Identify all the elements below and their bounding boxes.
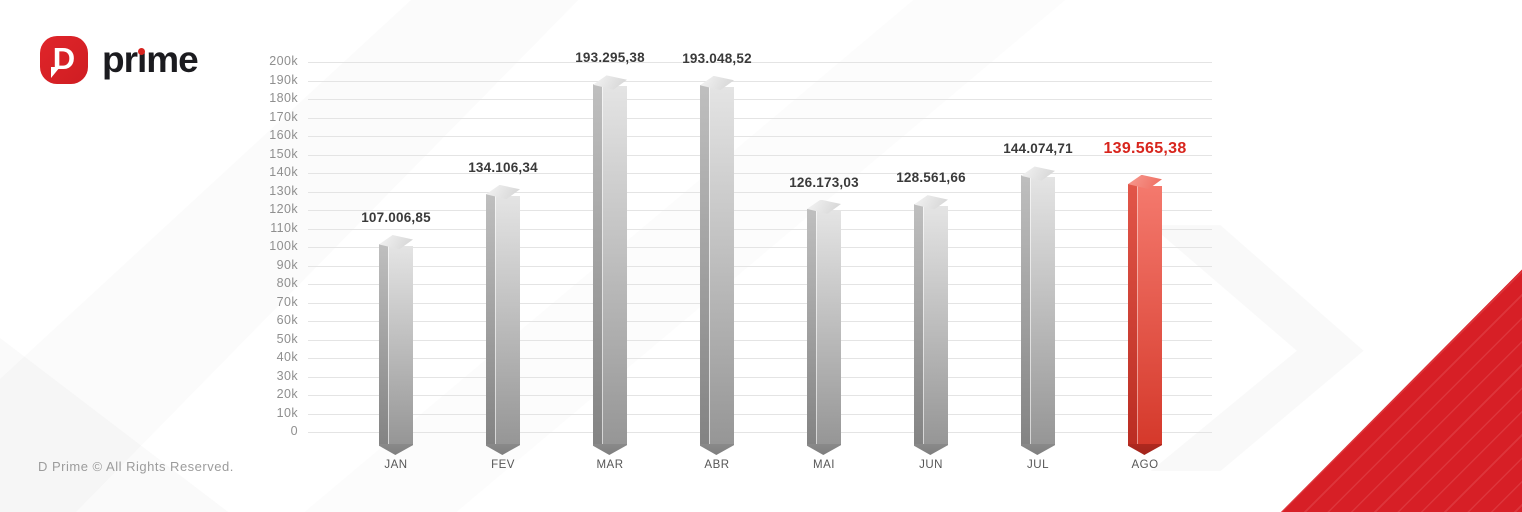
logo-wordmark: prıme: [102, 36, 199, 84]
x-axis-label: MAI: [813, 459, 835, 471]
gridline: [308, 173, 1212, 174]
bar-value-label: 144.074,71: [1003, 141, 1073, 157]
copyright-text: D Prime © All Rights Reserved.: [38, 459, 234, 474]
y-axis-tick-label: 60k: [276, 313, 298, 327]
bar-value-label: 126.173,03: [789, 174, 859, 190]
logo-d-letter: D: [52, 41, 76, 76]
gridline: [308, 321, 1212, 322]
y-axis-tick-label: 20k: [276, 387, 298, 401]
bar-value-label: 107.006,85: [361, 210, 431, 226]
bar-ago: [1128, 174, 1162, 455]
bar-front-face: [495, 195, 520, 444]
gridline: [308, 191, 1212, 193]
y-axis-tick-label: 40k: [276, 350, 298, 364]
x-axis-label: ABR: [704, 459, 730, 471]
bar-front-face: [1137, 185, 1162, 444]
y-axis-tick-label: 80k: [276, 276, 298, 290]
bar-front-face: [816, 210, 841, 444]
y-axis-tick-label: 70k: [276, 294, 298, 309]
gridline: [308, 265, 1212, 267]
gridline: [308, 99, 1212, 100]
gridline: [308, 432, 1212, 433]
bar-left-face: [914, 204, 923, 444]
gridline: [308, 136, 1212, 137]
gridline: [308, 247, 1212, 248]
x-axis-label: MAR: [596, 459, 624, 471]
gridline: [308, 154, 1212, 156]
bar-jul: [1021, 166, 1055, 455]
bar-value-label: 128.561,66: [896, 170, 966, 186]
bar-jun: [914, 195, 948, 455]
bar-left-face: [1021, 175, 1030, 444]
y-axis-tick-label: 90k: [276, 257, 298, 272]
y-axis-tick-label: 30k: [276, 368, 298, 383]
bar-front-face: [1030, 177, 1055, 444]
bar-abr: [700, 75, 734, 455]
bar-left-face: [486, 193, 495, 444]
gridline: [308, 62, 1212, 63]
y-axis-tick-label: 50k: [276, 331, 298, 346]
gridline: [308, 413, 1212, 415]
bar-left-face: [1128, 183, 1137, 444]
gridline: [308, 117, 1212, 119]
bar-front-face: [709, 86, 734, 444]
y-axis-tick-label: 180k: [269, 91, 298, 105]
bar-value-label: 139.565,38: [1103, 139, 1187, 157]
y-axis-tick-label: 200k: [269, 54, 298, 68]
bar-front-face: [923, 206, 948, 444]
gridline: [308, 395, 1212, 396]
gridline: [308, 302, 1212, 304]
bar-fev: [486, 184, 520, 455]
bar-left-face: [593, 84, 602, 444]
y-axis-tick-label: 120k: [269, 202, 298, 216]
brand-logo: D prıme: [40, 36, 199, 84]
y-axis-tick-label: 150k: [269, 146, 298, 161]
y-axis-tick-label: 190k: [269, 72, 298, 87]
gridline: [308, 358, 1212, 359]
gridline: [308, 284, 1212, 285]
gridline: [308, 228, 1212, 230]
bar-left-face: [807, 208, 816, 444]
x-axis-label: FEV: [491, 459, 515, 471]
gridline: [308, 80, 1212, 82]
y-axis-tick-label: 100k: [269, 239, 298, 253]
logo-text-post: me: [146, 39, 198, 80]
x-axis-label: JUL: [1027, 459, 1049, 471]
logo-text-pre: pr: [102, 39, 138, 80]
x-axis-label: JUN: [919, 459, 943, 471]
y-axis-tick-label: 130k: [269, 183, 298, 198]
bar-value-label: 134.106,34: [468, 159, 538, 175]
gridline: [308, 339, 1212, 341]
x-axis-label: JAN: [384, 459, 408, 471]
y-axis-tick-label: 10k: [276, 405, 298, 420]
bar-value-label: 193.295,38: [575, 50, 645, 66]
corner-triangle-decoration: [1280, 269, 1522, 512]
logo-d-mark-icon: D: [40, 36, 88, 84]
y-axis-tick-label: 170k: [269, 109, 298, 124]
bar-mar: [593, 75, 627, 455]
y-axis-tick-label: 0: [290, 424, 298, 438]
y-axis-tick-label: 110k: [270, 220, 298, 235]
y-axis-tick-label: 140k: [269, 165, 298, 179]
gridline: [308, 210, 1212, 211]
bar-front-face: [602, 86, 627, 444]
logo-d-tail: [51, 67, 60, 78]
bar-jan: [379, 235, 413, 455]
gridline: [308, 376, 1212, 378]
bar-value-label: 193.048,52: [682, 50, 752, 66]
bar-left-face: [700, 84, 709, 444]
bar-left-face: [379, 244, 388, 444]
logo-text-i: ı: [137, 39, 147, 80]
x-axis-label: AGO: [1131, 459, 1159, 471]
y-axis-tick-label: 160k: [269, 128, 298, 142]
bar-mai: [807, 199, 841, 455]
bar-front-face: [388, 246, 413, 444]
